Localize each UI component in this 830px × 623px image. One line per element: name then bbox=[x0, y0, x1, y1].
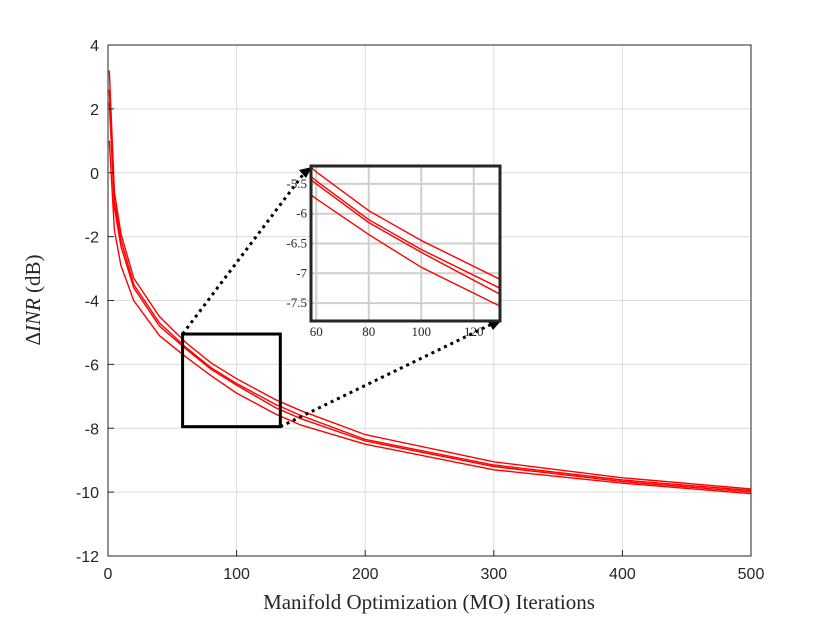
x-tick-label: 200 bbox=[352, 566, 379, 583]
y-tick-label: -8 bbox=[85, 421, 99, 438]
inset-series-line-2 bbox=[311, 175, 500, 289]
x-tick-label: 500 bbox=[738, 566, 765, 583]
series-line-3 bbox=[108, 102, 752, 493]
y-axis-label: ΔINR (dB) bbox=[21, 254, 45, 345]
inset-series-line-1 bbox=[311, 166, 500, 281]
y-axis-label-prefix: Δ bbox=[21, 332, 45, 346]
inset-tick-labels: 60 80 100 120 -5.5 -6 -6.5 -7 -7.5 bbox=[286, 176, 483, 339]
y-tick-label: -4 bbox=[85, 294, 99, 311]
y-tick-label: -6 bbox=[85, 357, 99, 374]
inset-x-tick-label: 80 bbox=[362, 324, 375, 339]
inset-y-tick-label: -6.5 bbox=[286, 236, 307, 251]
x-tick-label: 0 bbox=[104, 566, 113, 583]
x-tick-label: 400 bbox=[609, 566, 636, 583]
zoom-connector-lower bbox=[279, 321, 495, 429]
inset-y-tick-label: -7 bbox=[296, 265, 307, 280]
inset-axes-box bbox=[309, 164, 502, 323]
y-tick-label: -10 bbox=[76, 485, 99, 502]
series-line-1 bbox=[108, 70, 752, 490]
y-tick-label: -2 bbox=[85, 230, 99, 247]
y-tick-label: 4 bbox=[90, 38, 99, 55]
x-tick-label: 300 bbox=[480, 566, 507, 583]
connector-arrowhead-upper bbox=[299, 167, 312, 178]
y-tick-label: -12 bbox=[76, 549, 99, 566]
x-axis-label: Manifold Optimization (MO) Iterations bbox=[263, 590, 595, 614]
inset-x-tick-label: 100 bbox=[412, 324, 432, 339]
inset-series-line-4 bbox=[311, 194, 500, 307]
y-tick-label: 2 bbox=[90, 102, 99, 119]
inset-y-tick-label: -7.5 bbox=[286, 295, 307, 310]
inset-x-tick-label: 120 bbox=[464, 324, 484, 339]
inset-y-tick-label: -6 bbox=[296, 206, 307, 221]
zoom-connector-upper bbox=[181, 171, 307, 335]
y-axis-label-variable: INR bbox=[21, 298, 45, 333]
inset-series-lines bbox=[311, 166, 500, 307]
main-tick-labels: 0 100 200 300 400 500 4 2 0 -2 -4 -6 -8 -10 -12 bbox=[76, 38, 765, 583]
x-tick-label: 100 bbox=[223, 566, 250, 583]
inset-grid bbox=[311, 166, 500, 321]
zoom-region-box bbox=[181, 332, 282, 429]
y-tick-label: 0 bbox=[90, 166, 99, 183]
inset-x-tick-label: 60 bbox=[310, 324, 323, 339]
main-series-lines bbox=[108, 70, 752, 495]
series-line-4 bbox=[108, 140, 752, 495]
series-line-2 bbox=[108, 89, 752, 492]
inset-y-tick-label: -5.5 bbox=[286, 176, 307, 191]
inset-series-line-3 bbox=[311, 178, 500, 295]
y-axis-label-unit: (dB) bbox=[21, 254, 45, 298]
